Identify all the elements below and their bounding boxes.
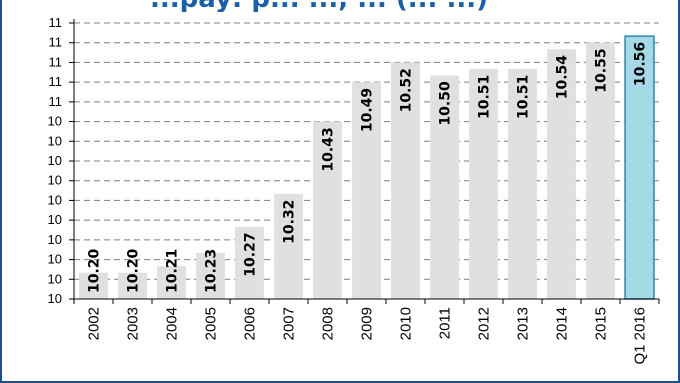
data-label: 10.43	[321, 127, 337, 171]
y-tick-label: 10	[48, 192, 62, 207]
bar	[235, 226, 264, 299]
bar	[79, 272, 108, 299]
x-tick-label: 2015	[593, 307, 610, 340]
data-label: 10.52	[399, 68, 415, 112]
data-label: 10.20	[126, 248, 142, 293]
y-tick-label: 10	[48, 252, 62, 267]
data-label: 10.49	[360, 88, 376, 132]
data-label: 10.55	[594, 48, 610, 92]
x-tick-label: 2004	[164, 307, 181, 340]
y-tick-label: 10	[48, 271, 62, 286]
y-tick-label: 10	[48, 133, 62, 148]
y-tick-label: 10	[48, 212, 62, 227]
data-label: 10.54	[555, 55, 571, 100]
labels-layer: 10.20 10.20 10.21 10.23 10.27 10.32 10.43 10.49…	[87, 42, 649, 293]
data-label: 10.51	[516, 75, 532, 119]
bar-highlight	[624, 35, 655, 300]
bar	[508, 69, 537, 299]
y-tick-label: 11	[49, 94, 63, 109]
bar	[352, 82, 381, 300]
y-tick-label: 11	[49, 35, 63, 50]
y-tick-label: 10	[48, 114, 62, 129]
data-label: 10.50	[438, 81, 454, 126]
data-label: 10.27	[243, 232, 259, 276]
x-tick-label: 2009	[359, 307, 376, 340]
x-tick-label: 2008	[320, 307, 337, 340]
bar	[391, 62, 420, 299]
y-tick-label: 10	[48, 291, 62, 306]
y-tick-label: 10	[48, 232, 62, 247]
x-tick-label: Q1 2016	[632, 307, 649, 365]
x-tick-label: 2013	[515, 307, 532, 340]
x-tick-label: 2003	[125, 307, 142, 340]
data-label: 10.20	[87, 248, 103, 293]
y-tick-label: 11	[49, 74, 63, 89]
y-tick-label: 11	[49, 54, 63, 69]
data-label: 10.56	[633, 42, 649, 86]
bar	[586, 42, 615, 299]
bar	[469, 69, 498, 299]
x-tick-label: 2011	[437, 307, 454, 339]
chart-title-strip: ...pay: p... ..., ... (... ...)	[0, 0, 680, 12]
bar	[547, 49, 576, 300]
y-tick-label: 10	[48, 153, 62, 168]
bar	[157, 266, 186, 299]
bar	[196, 253, 225, 299]
x-tick-label: 2006	[242, 307, 259, 340]
x-tick-label: 2010	[398, 307, 415, 340]
bar	[274, 193, 303, 299]
bar	[430, 75, 459, 299]
chart-title: ...pay: p... ..., ... (... ...)	[150, 0, 488, 12]
data-label: 10.21	[165, 249, 181, 293]
y-tick-label: 11	[49, 15, 63, 30]
bars-layer	[79, 35, 655, 300]
x-tick-label: 2007	[281, 307, 298, 340]
x-tick-label: 2005	[203, 307, 220, 340]
data-label: 10.51	[477, 75, 493, 119]
axes-layer: 10 10 10 10 10 10 10 10 10 10 11 11 11 11 11 2002 2003 20…	[48, 15, 660, 365]
bar	[313, 121, 342, 299]
x-tick-label: 2014	[554, 307, 571, 340]
y-tick-label: 10	[48, 173, 62, 188]
x-tick-label: 2012	[476, 307, 493, 340]
x-tick-label: 2002	[86, 307, 103, 340]
data-label: 10.23	[204, 249, 220, 293]
bar	[118, 272, 147, 299]
data-label: 10.32	[282, 200, 298, 244]
